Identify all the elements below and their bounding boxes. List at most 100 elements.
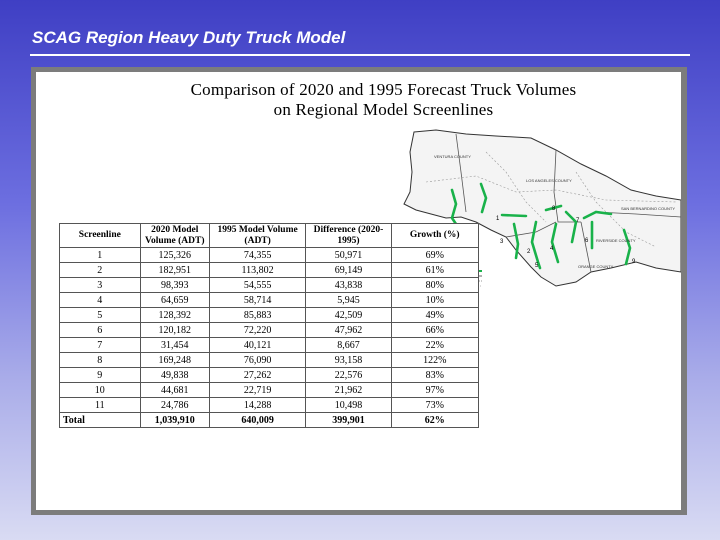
table-cell: 40,121	[208, 337, 307, 353]
figure-title-line-2: on Regional Model Screenlines	[273, 100, 494, 119]
table-cell: 169,248	[139, 352, 210, 368]
screenline-number: 5	[535, 263, 539, 269]
table-cell: 5,945	[305, 292, 392, 308]
screenline-number: 4	[550, 246, 554, 252]
column-header: Growth (%)	[390, 223, 480, 248]
county-boundary	[505, 221, 557, 238]
table-row: 8 169,248 76,090 93,158 122%	[59, 352, 480, 368]
table-cell: 14,288	[208, 397, 307, 413]
table-header-row: Screenline 2020 Model Volume (ADT) 1995 …	[59, 223, 480, 248]
screenline-number: 6	[585, 238, 589, 244]
table-cell: 10	[59, 382, 141, 398]
screenline-number: 1	[496, 216, 500, 222]
table-cell: 182,951	[139, 262, 210, 278]
road-line	[485, 151, 547, 223]
county-label: RIVERSIDE COUNTY	[596, 238, 636, 243]
column-header: 2020 Model Volume (ADT)	[139, 223, 210, 248]
screenline-number: 7	[576, 218, 580, 224]
table-cell: 4	[59, 292, 141, 308]
county-boundary	[455, 133, 467, 213]
table-cell: 24,786	[139, 397, 210, 413]
slide-title: SCAG Region Heavy Duty Truck Model	[32, 28, 346, 47]
table-cell: 6	[59, 322, 141, 338]
county-label: ORANGE COUNTY	[578, 264, 614, 269]
table-cell: 11	[59, 397, 141, 413]
title-divider	[30, 54, 690, 56]
table-cell: 85,883	[208, 307, 307, 323]
total-cell: 1,039,910	[139, 412, 210, 428]
column-header: Screenline	[59, 223, 141, 248]
screenline-4	[512, 222, 520, 260]
table-cell: 80%	[390, 277, 480, 293]
county-boundary	[553, 149, 581, 223]
table-cell: 76,090	[208, 352, 307, 368]
screenline-2	[479, 182, 488, 214]
table-cell: 61%	[390, 262, 480, 278]
total-cell: Total	[59, 412, 141, 428]
screenline-6	[550, 222, 560, 264]
table-row: 10 44,681 22,719 21,962 97%	[59, 382, 480, 398]
county-boundary	[580, 221, 592, 273]
screenline-number: 2	[527, 249, 531, 255]
table-row: 9 49,838 27,262 22,576 83%	[59, 367, 480, 383]
table-row: 3 98,393 54,555 43,838 80%	[59, 277, 480, 293]
table-cell: 21,962	[305, 382, 392, 398]
total-cell: 62%	[390, 412, 480, 428]
screenline-1	[450, 188, 458, 226]
county-label: VENTURA COUNTY	[434, 154, 471, 159]
screenline-5	[530, 220, 542, 270]
screenline-9	[622, 228, 632, 266]
table-cell: 2	[59, 262, 141, 278]
table-cell: 66%	[390, 322, 480, 338]
road-line	[575, 171, 657, 248]
table-cell: 42,509	[305, 307, 392, 323]
table-cell: 113,802	[208, 262, 307, 278]
table-cell: 22%	[390, 337, 480, 353]
table-cell: 9	[59, 367, 141, 383]
road-line	[425, 175, 677, 203]
table-cell: 58,714	[208, 292, 307, 308]
screenline-8	[544, 204, 563, 212]
county-boundary	[595, 211, 681, 218]
table-cell: 120,182	[139, 322, 210, 338]
table-cell: 31,454	[139, 337, 210, 353]
figure-title-line-1: Comparison of 2020 and 1995 Forecast Tru…	[190, 80, 577, 99]
table-cell: 125,326	[139, 247, 210, 263]
table-cell: 49,838	[139, 367, 210, 383]
screenline-number: 8	[552, 206, 556, 212]
table-cell: 50,971	[305, 247, 392, 263]
table-cell: 5	[59, 307, 141, 323]
table-cell: 27,262	[208, 367, 307, 383]
table-cell: 8	[59, 352, 141, 368]
screenline-number: 9	[632, 259, 636, 265]
table-cell: 49%	[390, 307, 480, 323]
column-header: 1995 Model Volume (ADT)	[208, 223, 307, 248]
county-label: SAN BERNARDINO COUNTY	[621, 206, 675, 211]
screenline-volume-table: Screenline 2020 Model Volume (ADT) 1995 …	[59, 223, 480, 428]
table-cell: 83%	[390, 367, 480, 383]
table-cell: 47,962	[305, 322, 392, 338]
table-cell: 54,555	[208, 277, 307, 293]
table-row: 1 125,326 74,355 50,971 69%	[59, 247, 480, 263]
table-cell: 122%	[390, 352, 480, 368]
table-cell: 73%	[390, 397, 480, 413]
table-cell: 22,576	[305, 367, 392, 383]
county-label: LOS ANGELES COUNTY	[526, 178, 572, 183]
table-cell: 10,498	[305, 397, 392, 413]
table-row: 11 24,786 14,288 10,498 73%	[59, 397, 480, 413]
figure-title: Comparison of 2020 and 1995 Forecast Tru…	[36, 80, 720, 120]
table-cell: 72,220	[208, 322, 307, 338]
table-cell: 69%	[390, 247, 480, 263]
figure-panel: Comparison of 2020 and 1995 Forecast Tru…	[36, 72, 681, 510]
total-cell: 399,901	[305, 412, 392, 428]
table-cell: 93,158	[305, 352, 392, 368]
table-cell: 43,838	[305, 277, 392, 293]
column-header: Difference (2020-1995)	[305, 223, 392, 248]
screenline-7	[564, 210, 578, 244]
screenline-3	[500, 213, 528, 218]
table-cell: 7	[59, 337, 141, 353]
table-row: 2 182,951 113,802 69,149 61%	[59, 262, 480, 278]
total-cell: 640,009	[208, 412, 307, 428]
table-cell: 10%	[390, 292, 480, 308]
table-cell: 3	[59, 277, 141, 293]
